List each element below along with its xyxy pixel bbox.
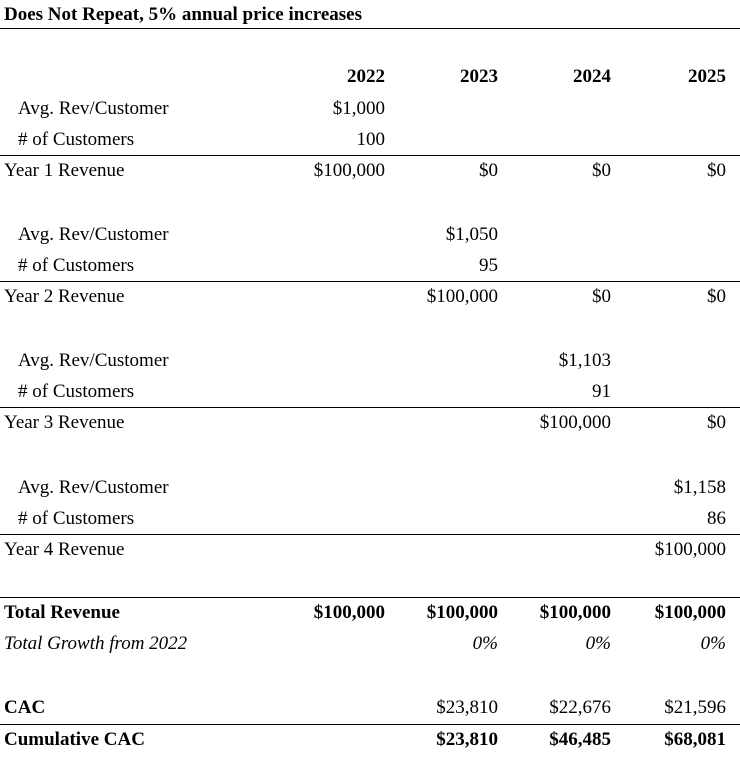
header-year-2022: 2022 — [347, 66, 385, 87]
table-cell: $100,000 — [539, 412, 611, 433]
block3-customers-row: # of Customers 91 — [0, 377, 740, 407]
block2-avg-rev-row: Avg. Rev/Customer $1,050 — [0, 220, 740, 250]
avg-rev-label: Avg. Rev/Customer — [18, 350, 169, 371]
block1-revenue-row: Year 1 Revenue $100,000 $0 $0 $0 — [0, 155, 740, 186]
table-cell: $100,000 — [313, 160, 385, 181]
total-revenue-label: Total Revenue — [4, 602, 120, 623]
block4-customers-row: # of Customers 86 — [0, 504, 740, 534]
table-cell: 0% — [700, 633, 726, 654]
table-cell: $100,000 — [654, 602, 726, 623]
table-cell: $0 — [592, 286, 611, 307]
avg-rev-label: Avg. Rev/Customer — [18, 224, 169, 245]
block4-avg-rev-row: Avg. Rev/Customer $1,158 — [0, 473, 740, 503]
block1-customers-row: # of Customers 100 — [0, 125, 740, 155]
table-cell: $0 — [707, 160, 726, 181]
table-cell: 91 — [592, 381, 611, 402]
header-year-2023: 2023 — [460, 66, 498, 87]
table-cell: $1,000 — [332, 98, 385, 119]
table-cell: $1,103 — [558, 350, 611, 371]
table-cell: 95 — [479, 255, 498, 276]
table-cell: $100,000 — [426, 286, 498, 307]
cumulative-cac-label: Cumulative CAC — [4, 729, 145, 750]
table-cell: $100,000 — [426, 602, 498, 623]
customers-label: # of Customers — [18, 129, 135, 150]
block3-revenue-row: Year 3 Revenue $100,000 $0 — [0, 407, 740, 438]
block4-revenue-row: Year 4 Revenue $100,000 — [0, 534, 740, 565]
table-cell: $46,485 — [549, 729, 611, 750]
header-year-2024: 2024 — [573, 66, 611, 87]
block2-revenue-row: Year 2 Revenue $100,000 $0 $0 — [0, 281, 740, 312]
table-cell: $0 — [707, 412, 726, 433]
header-year-2025: 2025 — [688, 66, 726, 87]
table-cell: 100 — [356, 129, 386, 150]
avg-rev-label: Avg. Rev/Customer — [18, 477, 169, 498]
title-divider — [0, 28, 740, 29]
year-revenue-label: Year 2 Revenue — [4, 286, 125, 307]
block1-avg-rev-row: Avg. Rev/Customer $1,000 — [0, 94, 740, 124]
cac-label: CAC — [4, 697, 46, 718]
customers-label: # of Customers — [18, 381, 135, 402]
cumulative-cac-row: Cumulative CAC $23,810 $46,485 $68,081 — [0, 724, 740, 755]
year-revenue-label: Year 3 Revenue — [4, 412, 125, 433]
block3-avg-rev-row: Avg. Rev/Customer $1,103 — [0, 346, 740, 376]
cac-row: CAC $23,810 $22,676 $21,596 — [0, 693, 740, 723]
customers-label: # of Customers — [18, 255, 135, 276]
customers-label: # of Customers — [18, 508, 135, 529]
table-cell: $1,050 — [445, 224, 498, 245]
table-cell: $68,081 — [664, 729, 726, 750]
table-title: Does Not Repeat, 5% annual price increas… — [4, 4, 362, 25]
table-cell: $0 — [707, 286, 726, 307]
table-cell: 0% — [472, 633, 498, 654]
table-cell: $23,810 — [436, 697, 498, 718]
table-cell: 0% — [585, 633, 611, 654]
avg-rev-label: Avg. Rev/Customer — [18, 98, 169, 119]
table-cell: $100,000 — [313, 602, 385, 623]
table-cell: $0 — [592, 160, 611, 181]
year-revenue-label: Year 1 Revenue — [4, 160, 125, 181]
table-cell: $100,000 — [654, 539, 726, 560]
header-row: 2022 2023 2024 2025 — [0, 62, 740, 92]
table-cell: $1,158 — [673, 477, 726, 498]
table-cell: $22,676 — [549, 697, 611, 718]
total-revenue-row: Total Revenue $100,000 $100,000 $100,000… — [0, 597, 740, 628]
total-growth-label: Total Growth from 2022 — [4, 633, 188, 654]
table-cell: $100,000 — [539, 602, 611, 623]
year-revenue-label: Year 4 Revenue — [4, 539, 125, 560]
total-growth-row: Total Growth from 2022 0% 0% 0% — [0, 629, 740, 659]
table-cell: $0 — [479, 160, 498, 181]
table-cell: $21,596 — [664, 697, 726, 718]
block2-customers-row: # of Customers 95 — [0, 251, 740, 281]
table-cell: 86 — [707, 508, 726, 529]
table-cell: $23,810 — [436, 729, 498, 750]
